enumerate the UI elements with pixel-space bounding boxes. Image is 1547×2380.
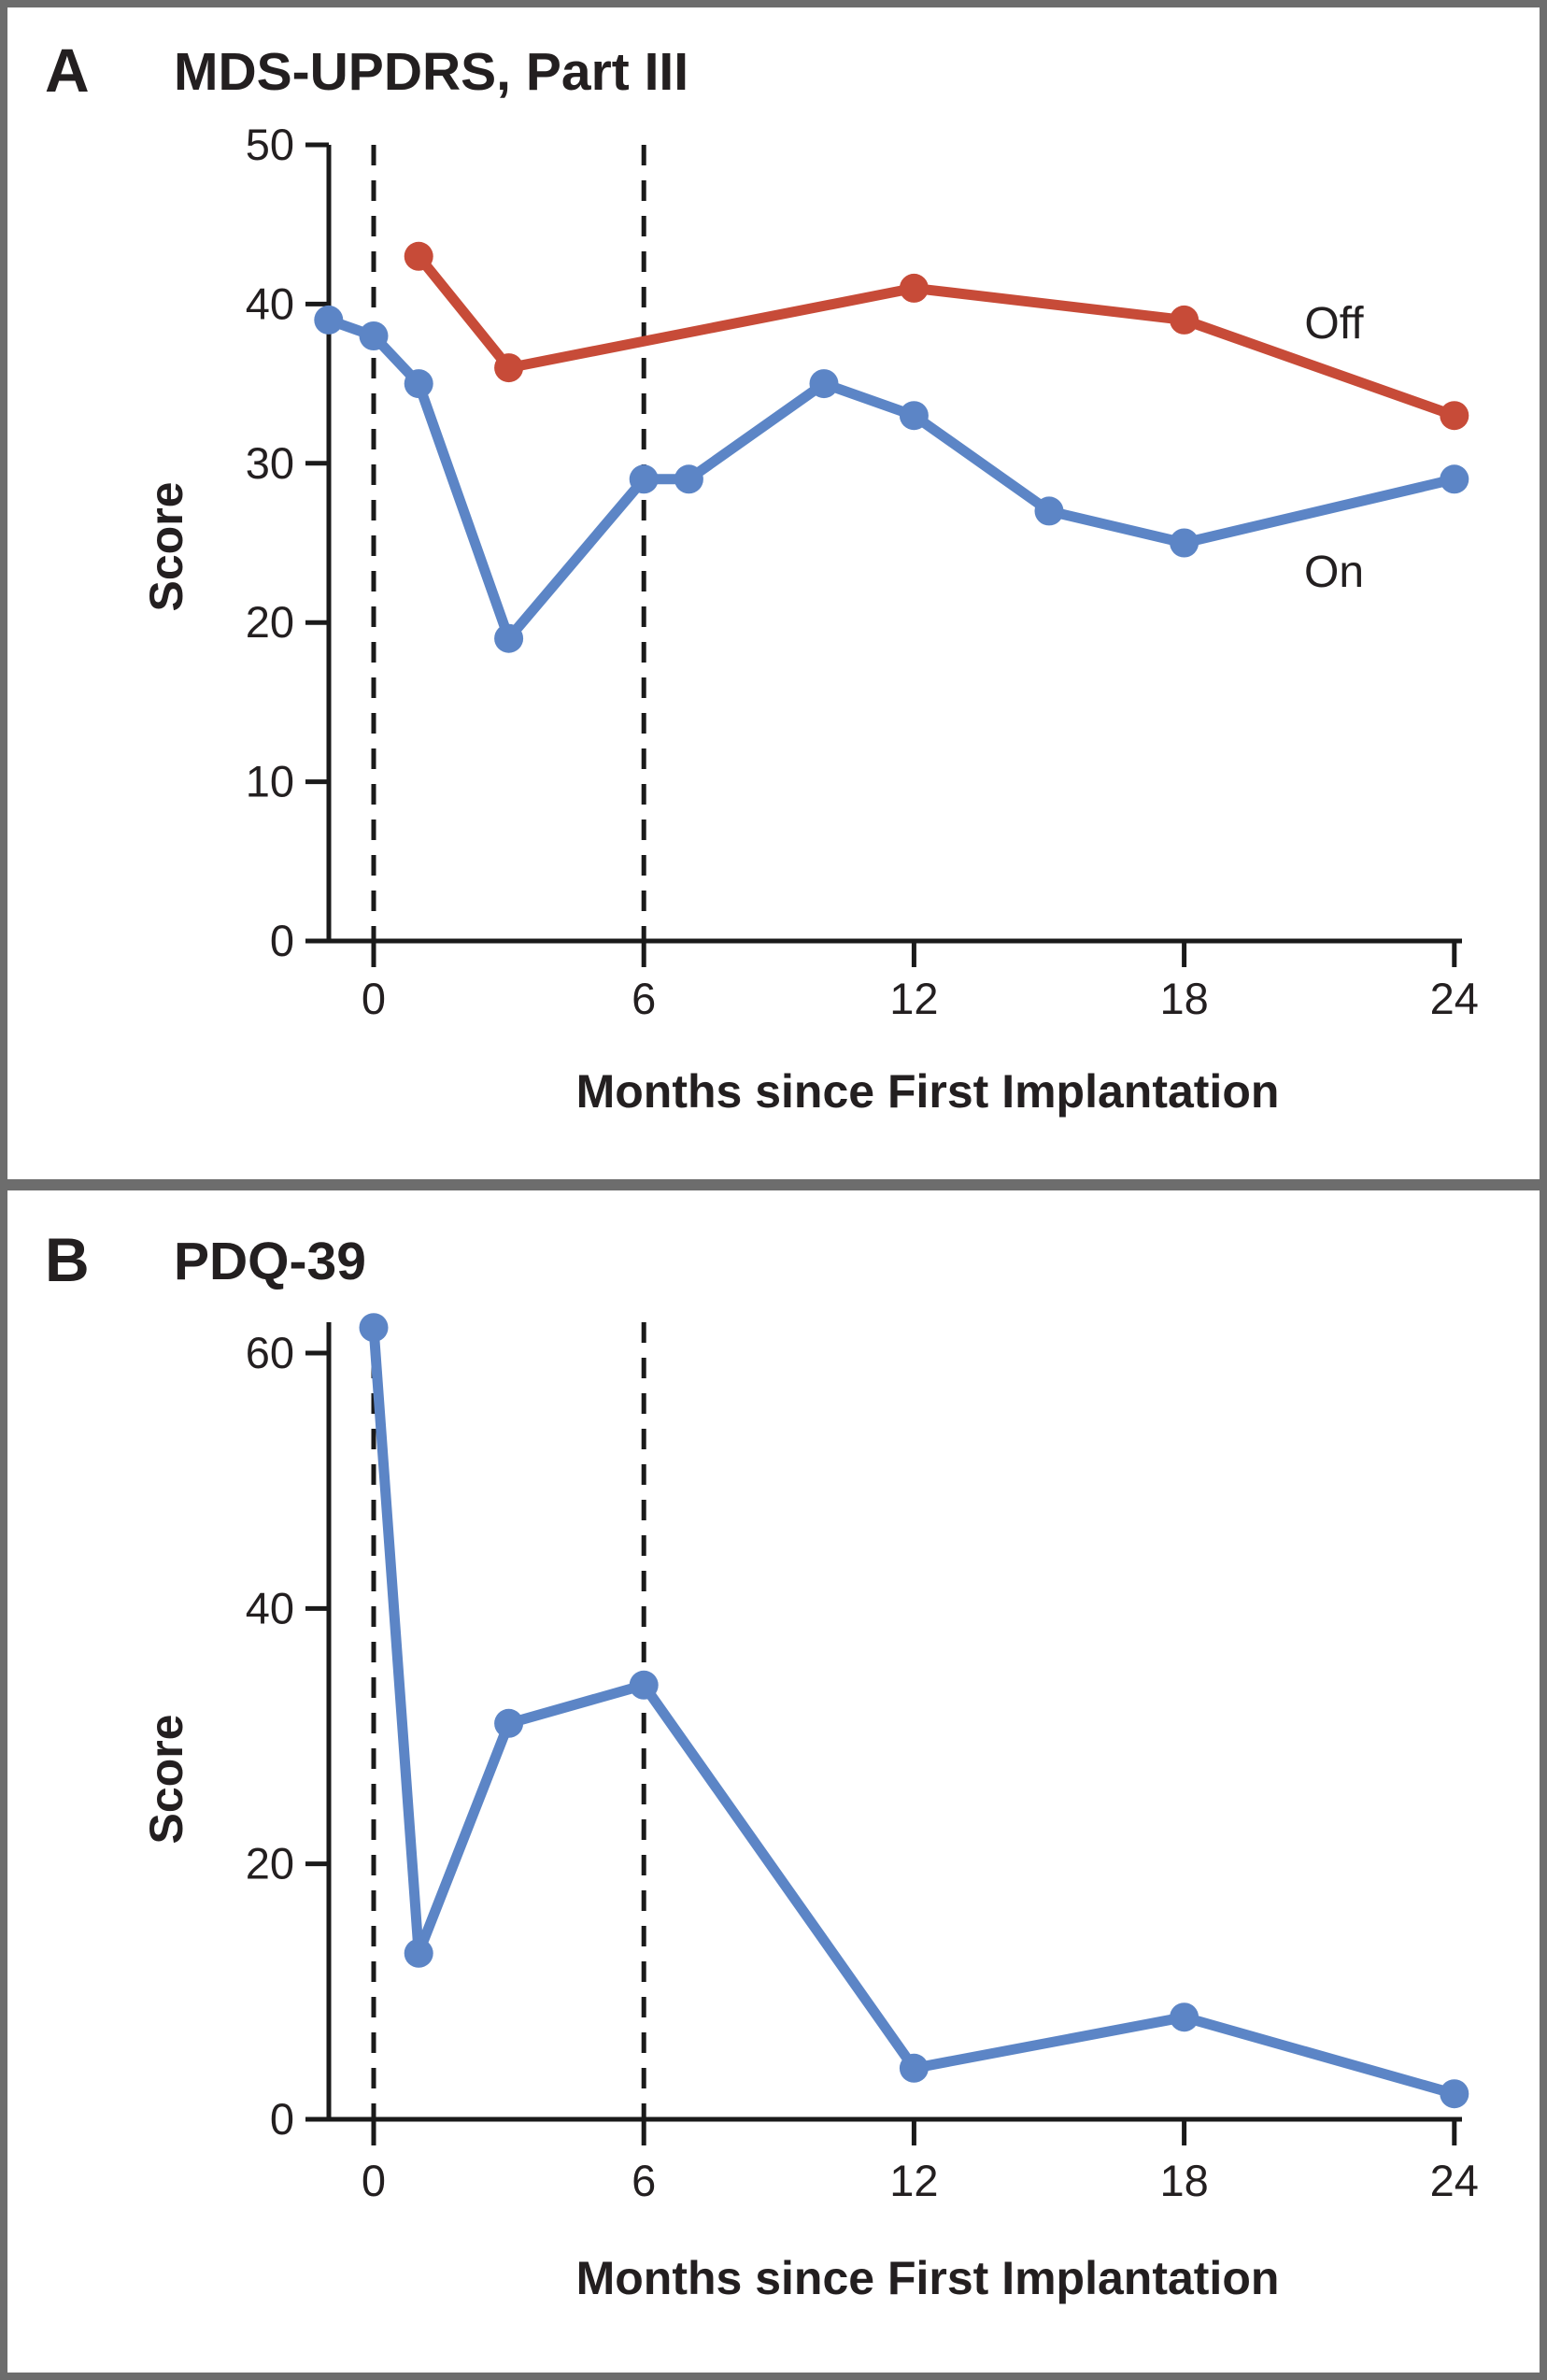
y-tick-label-0: 0: [270, 2094, 294, 2144]
data-point-pdq-39-month-0: [359, 1313, 389, 1343]
data-point-pdq-39-month-18: [1170, 2002, 1199, 2032]
series-line-pdq-39: [368, 1322, 1460, 2100]
off-series-label: Off: [1304, 299, 1364, 349]
data-point-off-month-12: [899, 273, 929, 303]
data-point-on-month-7: [674, 464, 703, 494]
panel-b-y-axis-title: Score: [140, 1715, 192, 1845]
data-point-off-month-3: [494, 353, 524, 383]
panel-b-x-axis-title: Months since First Implantation: [576, 2252, 1280, 2304]
x-tick-label-0: 0: [362, 974, 386, 1023]
y-tick-label-20: 20: [246, 597, 294, 647]
data-point-on-month-6: [629, 464, 659, 494]
data-point-on-month-10: [809, 369, 839, 399]
data-point-on-month-1: [404, 369, 433, 399]
data-point-off-month-18: [1170, 305, 1199, 335]
y-tick-label-0: 0: [270, 916, 294, 965]
x-tick-label-24: 24: [1430, 2156, 1479, 2205]
on-series-label: On: [1304, 548, 1364, 597]
data-point-pdq-39-month-3: [494, 1708, 524, 1738]
data-point-on-month-12: [899, 401, 929, 431]
data-point-on-month-18: [1170, 528, 1199, 558]
data-point-on-month--1: [314, 305, 344, 335]
y-tick-label-30: 30: [246, 438, 294, 488]
x-tick-label-6: 6: [632, 974, 656, 1023]
data-point-on-month-15: [1034, 496, 1064, 526]
y-tick-label-20: 20: [246, 1839, 294, 1888]
x-tick-label-0: 0: [362, 2156, 386, 2205]
x-tick-label-18: 18: [1159, 2156, 1208, 2205]
data-point-pdq-39-month-12: [899, 2053, 929, 2083]
data-point-off-month-1: [404, 241, 433, 271]
panel-a-chart: A MDS-UPDRS, Part III Score 010203040500…: [45, 36, 1479, 1118]
data-point-on-month-3: [494, 623, 524, 653]
y-tick-label-40: 40: [246, 1583, 294, 1632]
data-point-on-month-24: [1440, 464, 1469, 494]
series-line-off: [413, 250, 1460, 421]
x-tick-label-24: 24: [1430, 974, 1479, 1023]
x-tick-label-12: 12: [889, 2156, 938, 2205]
panel-a-plot-area: 0 10 20 30 40 50 0 6 12 18 24: [246, 120, 1479, 1023]
panel-a-x-axis-title: Months since First Implantation: [576, 1065, 1280, 1118]
panel-a-title: MDS-UPDRS, Part III: [174, 42, 688, 102]
data-point-pdq-39-month-6: [629, 1670, 659, 1700]
panel-divider: [7, 1179, 1540, 1190]
data-point-pdq-39-month-1: [404, 1938, 433, 1968]
x-tick-label-18: 18: [1159, 974, 1208, 1023]
y-tick-label-50: 50: [246, 120, 294, 169]
x-tick-label-12: 12: [889, 974, 938, 1023]
y-tick-label-10: 10: [246, 757, 294, 806]
panel-a-y-axis-title: Score: [140, 482, 192, 612]
panel-b-title: PDQ-39: [174, 1232, 366, 1291]
panel-b-plot-area: 0 20 40 60 0 6 12 18 24: [246, 1313, 1479, 2205]
data-point-off-month-24: [1440, 401, 1469, 431]
panel-a-letter: A: [45, 36, 90, 105]
x-tick-label-6: 6: [632, 2156, 656, 2205]
panel-b-letter: B: [45, 1225, 90, 1294]
y-tick-label-60: 60: [246, 1328, 294, 1377]
data-point-pdq-39-month-24: [1440, 2079, 1469, 2109]
y-tick-label-40: 40: [246, 278, 294, 328]
panel-b-chart: B PDQ-39 Score 0 20 40 60 0 6 12 18 24 Months si…: [45, 1225, 1479, 2304]
data-point-on-month-0: [359, 321, 389, 350]
